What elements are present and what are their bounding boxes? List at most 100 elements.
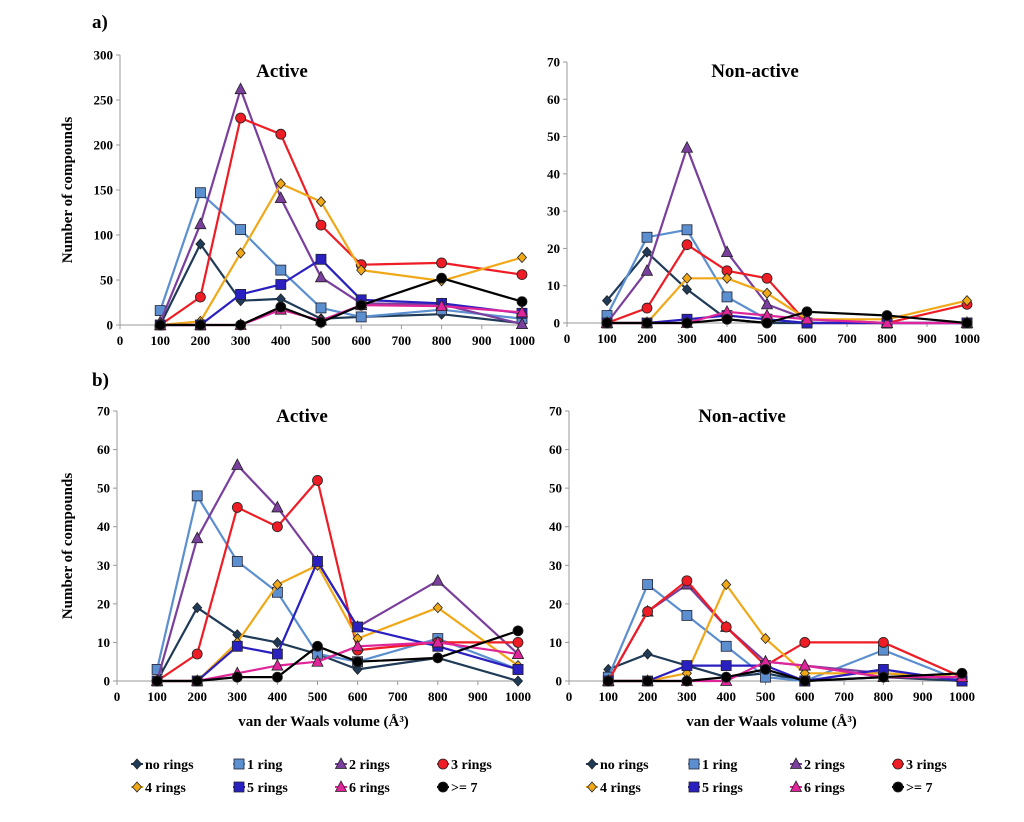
series-line-2-rings	[607, 583, 963, 682]
series-2-rings	[150, 458, 525, 686]
data-point-1-ring	[315, 302, 327, 314]
x-tick-label: 300	[677, 331, 697, 346]
legend-marker-5-rings	[688, 781, 700, 793]
data-point-3-rings	[436, 257, 448, 269]
y-tick-label: 60	[549, 442, 562, 457]
data-point-1-ring	[721, 291, 733, 303]
legend-marker-1-ring	[688, 758, 700, 770]
data-point-3-rings	[681, 239, 693, 251]
data-point-no-rings	[601, 295, 613, 307]
x-tick-label: 700	[388, 689, 408, 704]
legend-label: 3 rings	[451, 758, 492, 773]
series-2-rings	[602, 577, 969, 686]
legends-group: no rings 1 ring 2 rings 3 rings 4 rings 5 rin…	[131, 757, 947, 796]
data-point-ge-7	[602, 675, 614, 687]
legend-label: 5 rings	[702, 781, 743, 796]
x-tick-label: 300	[231, 333, 251, 348]
legend-marker-3-rings	[437, 758, 449, 770]
x-tick-label: 500	[308, 689, 328, 704]
legend-marker-ge-7	[437, 781, 449, 793]
y-tick-label: 0	[554, 316, 561, 331]
data-point-2-rings	[194, 217, 207, 230]
data-point-2-rings	[680, 140, 694, 153]
data-point-no-rings	[681, 283, 693, 296]
x-tick-label: 200	[187, 689, 207, 704]
data-point-3-rings	[275, 128, 287, 140]
data-point-4-rings	[235, 247, 246, 259]
series-line-4-rings	[157, 564, 519, 683]
data-point-2-rings	[431, 573, 444, 586]
data-point-3-rings	[512, 637, 524, 648]
data-point-ge-7	[436, 272, 448, 284]
panel-label-a: a)	[92, 12, 108, 33]
legend-label: no rings	[145, 758, 194, 773]
data-point-4-rings	[961, 295, 973, 307]
data-point-4-rings	[356, 264, 367, 276]
data-point-2-rings	[515, 317, 529, 330]
series-3-rings	[601, 239, 973, 329]
y-tick-label: 0	[107, 318, 114, 333]
y-axis-label: Number of compounds	[60, 473, 76, 620]
chart-a-active: 0 50 100 150 200 250 300 0 100 200 300 400 500 600 700…	[60, 48, 535, 349]
legend-label: 1 ring	[247, 758, 282, 773]
y-tick-label: 20	[549, 596, 562, 611]
legend-label: 4 rings	[600, 781, 641, 796]
data-point-ge-7	[352, 656, 364, 668]
panel-label-b: b)	[92, 370, 109, 391]
data-point-1-ring	[235, 224, 247, 236]
data-point-ge-7	[642, 675, 653, 687]
legend-label: 6 rings	[804, 781, 845, 796]
x-tick-label: 800	[874, 689, 894, 704]
series-line-3-rings	[607, 579, 963, 682]
data-point-ge-7	[154, 319, 166, 331]
data-point-ge-7	[271, 671, 283, 683]
x-tick-label: 300	[677, 689, 697, 704]
y-tick-label: 50	[97, 481, 110, 496]
legend-marker-4-rings	[131, 781, 143, 793]
data-point-ge-7	[881, 310, 893, 321]
legend-marker-no-rings	[586, 758, 598, 770]
legend-marker-no-rings	[131, 758, 143, 770]
data-point-4-rings	[272, 578, 283, 591]
data-point-ge-7	[878, 671, 889, 683]
x-tick-label: 800	[428, 689, 448, 704]
x-tick-label: 600	[351, 333, 371, 348]
series-line-2-rings	[156, 463, 519, 682]
x-tick-label: 700	[392, 333, 412, 348]
data-point-3-rings	[191, 648, 203, 660]
y-tick-label: 10	[549, 635, 562, 650]
y-tick-label: 150	[94, 183, 114, 198]
series-ge-7	[602, 664, 968, 687]
series-ge-7	[154, 272, 528, 331]
data-point-ge-7	[761, 317, 773, 329]
legend-item-2-rings: 2 rings	[789, 757, 845, 773]
x-tick-label: 0	[117, 333, 124, 348]
x-tick-label: 1000	[954, 331, 980, 346]
legend-marker-2-rings	[334, 757, 348, 769]
legend-marker-6-rings	[334, 780, 348, 792]
chart-title: Active	[256, 61, 308, 82]
data-point-2-rings	[274, 191, 287, 204]
data-point-3-rings	[642, 606, 653, 617]
x-tick-label: 1000	[949, 689, 975, 704]
series-line-4-rings	[608, 583, 963, 683]
legend-item-ge-7: >= 7	[892, 781, 932, 796]
legend-left: no rings 1 ring 2 rings 3 rings 4 rings 5 rin…	[131, 757, 492, 796]
data-point-no-rings	[641, 246, 653, 258]
data-point-ge-7	[432, 652, 444, 664]
data-point-6-rings	[271, 658, 284, 671]
x-tick-label: 500	[757, 331, 777, 346]
data-point-no-rings	[192, 602, 203, 614]
data-point-1-ring	[720, 640, 732, 652]
data-point-5-rings	[512, 664, 524, 675]
data-point-1-ring	[355, 311, 367, 323]
legend-item-4-rings: 4 rings	[131, 781, 186, 796]
data-point-ge-7	[681, 675, 693, 687]
data-point-3-rings	[641, 302, 653, 314]
legend-item-no-rings: no rings	[586, 758, 649, 773]
series-line-5-rings	[157, 560, 519, 683]
data-point-5-rings	[231, 640, 243, 652]
data-point-4-rings	[760, 632, 771, 645]
